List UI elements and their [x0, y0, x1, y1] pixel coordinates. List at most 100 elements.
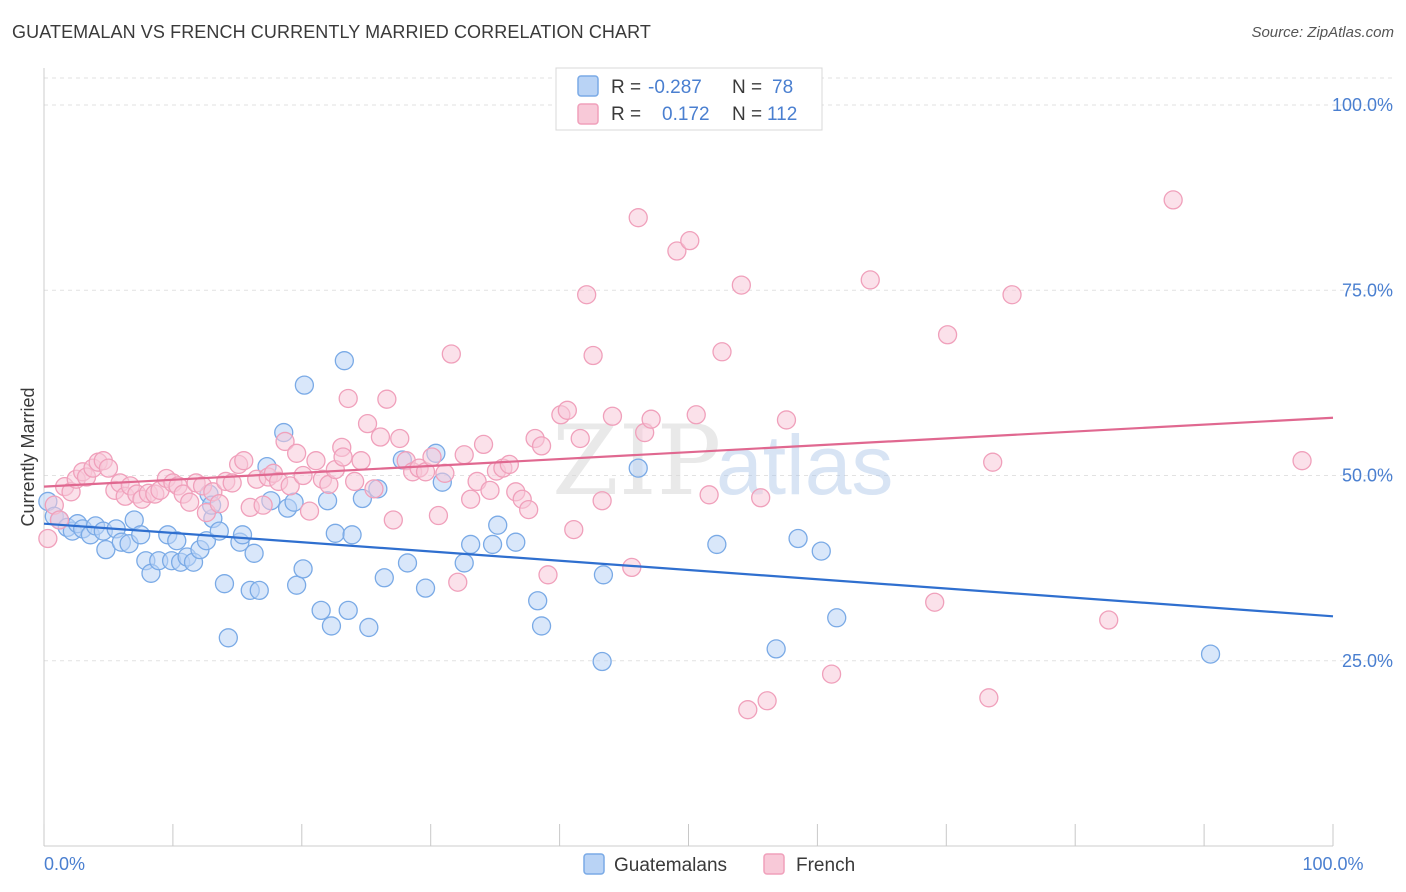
- french-point-58: [383, 510, 403, 530]
- x-tick-right: 100.0%: [1302, 854, 1363, 874]
- french-point-113: [1163, 190, 1183, 210]
- legend-n-label-french: N =: [732, 104, 762, 125]
- french-point-92: [628, 208, 648, 228]
- guatemalan-trend-line: [43, 522, 1334, 618]
- guatemalan-point-46: [321, 616, 342, 636]
- guatemalan-point-48: [334, 351, 354, 371]
- french-point-95: [667, 241, 687, 261]
- french-point-79: [519, 499, 539, 520]
- guatemalan-point-54: [374, 568, 394, 588]
- french-point-54: [357, 414, 378, 434]
- guatemalan-point-52: [359, 617, 379, 638]
- french-point-82: [538, 565, 558, 585]
- french-point-30: [209, 494, 229, 514]
- french-point-56: [370, 427, 391, 447]
- bottom-swatch-french: [763, 853, 785, 875]
- french-point-25: [180, 492, 200, 512]
- french-point-87: [577, 285, 597, 305]
- guatemalan-point-44: [311, 600, 331, 621]
- french-point-37: [253, 495, 273, 515]
- french-point-59: [390, 428, 410, 449]
- french-point-99: [712, 342, 732, 362]
- legend-n-label-guatemalans: N =: [732, 77, 762, 98]
- guatemalan-point-21: [167, 531, 187, 551]
- french-point-85: [564, 519, 584, 540]
- trend-lines: [43, 416, 1334, 618]
- guatemalan-point-61: [461, 534, 481, 555]
- bottom-legend-french: French: [796, 855, 855, 876]
- french-point-46: [306, 451, 326, 471]
- french-point-11: [98, 458, 119, 478]
- guatemalan-point-33: [232, 525, 253, 545]
- guatemalan-point-68: [593, 565, 614, 585]
- guatemalan-point-66: [531, 616, 552, 636]
- french-point-97: [686, 405, 706, 425]
- legend-r-french: 0.172: [662, 104, 710, 125]
- guatemalan-point-76: [294, 375, 315, 395]
- french-point-57: [377, 389, 397, 409]
- guatemalan-point-47: [325, 523, 345, 543]
- french-point-96: [680, 230, 700, 251]
- y-tick-50: 50.0%: [1342, 466, 1393, 486]
- guatemalan-point-42: [286, 575, 307, 595]
- french-point-32: [222, 473, 242, 493]
- guatemalan-point-15: [131, 525, 151, 545]
- guatemalan-point-73: [811, 541, 831, 561]
- french-point-70: [461, 489, 481, 509]
- axes: [43, 68, 1334, 847]
- y-tick-100: 100.0%: [1332, 95, 1393, 115]
- watermark-atlas: atlas: [716, 418, 893, 512]
- guatemalan-point-57: [415, 578, 436, 598]
- y-tick-labels: 100.0% 75.0% 50.0% 25.0%: [1332, 95, 1393, 671]
- french-point-115: [333, 447, 353, 467]
- guatemalan-point-71: [766, 639, 786, 659]
- french-point-90: [602, 406, 623, 426]
- guatemalan-point-64: [506, 532, 526, 552]
- french-point-101: [738, 700, 758, 720]
- french-point-72: [473, 434, 494, 455]
- legend-n-french: 112: [767, 104, 797, 125]
- series-legend: Guatemalans French: [583, 853, 855, 876]
- guatemalan-point-72: [788, 528, 808, 549]
- legend-swatch-guatemalans: [577, 75, 599, 97]
- french-trend-line: [43, 416, 1334, 488]
- french-point-104: [776, 410, 797, 430]
- stats-legend: R = -0.287 N = 78 R = 0.172 N = 112: [555, 67, 823, 131]
- french-point-68: [448, 572, 468, 592]
- guatemalan-point-70: [707, 534, 727, 555]
- guatemalan-point-30: [214, 574, 235, 594]
- guatemalan-point-69: [628, 458, 648, 478]
- guatemalan-point-63: [488, 515, 508, 535]
- guatemalan-point-45: [317, 491, 338, 511]
- french-point-109: [979, 688, 999, 708]
- french-points: [38, 190, 1312, 720]
- french-point-111: [1002, 285, 1022, 305]
- french-point-89: [592, 491, 612, 511]
- y-axis-label: Currently Married: [18, 387, 38, 526]
- legend-n-guatemalans: 78: [772, 77, 793, 98]
- french-point-107: [925, 592, 945, 612]
- stats-legend-box: [555, 67, 823, 131]
- french-point-86: [570, 428, 590, 449]
- legend-r-label-french: R =: [611, 104, 641, 125]
- french-point-34: [234, 451, 254, 471]
- french-point-102: [751, 488, 771, 508]
- french-point-105: [821, 664, 842, 684]
- bottom-legend-guatemalans: Guatemalans: [614, 855, 727, 876]
- guatemalan-point-43: [293, 559, 313, 579]
- french-point-112: [1099, 610, 1119, 630]
- legend-r-guatemalans: -0.287: [648, 77, 702, 98]
- french-point-41: [275, 431, 295, 452]
- french-point-52: [344, 471, 365, 492]
- french-point-67: [441, 344, 461, 364]
- legend-swatch-french: [577, 103, 599, 125]
- bottom-swatch-guatemalans: [583, 853, 605, 875]
- french-point-0: [38, 528, 58, 549]
- guatemalan-point-36: [249, 580, 269, 601]
- french-point-84: [557, 400, 577, 420]
- french-point-64: [422, 447, 442, 467]
- guatemalan-point-60: [454, 553, 474, 573]
- chart-title: GUATEMALAN VS FRENCH CURRENTLY MARRIED C…: [12, 22, 652, 42]
- guatemalan-point-67: [592, 651, 612, 672]
